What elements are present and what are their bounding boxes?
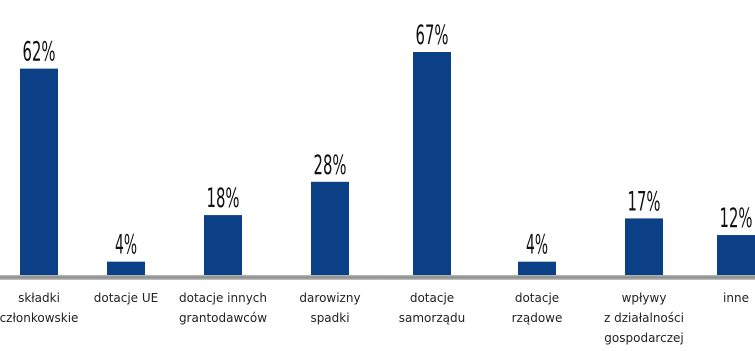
category-label-5-line-1: dotacje — [410, 291, 454, 305]
category-label-4-line-2: spadki — [310, 311, 349, 325]
value-label-4: 28% — [314, 150, 347, 181]
category-label-2-line-1: dotacje UE — [94, 291, 159, 305]
bars-layer — [20, 52, 755, 276]
category-label-7-line-1: wpływy — [622, 291, 667, 305]
bar-4 — [311, 181, 349, 275]
value-label-7: 17% — [628, 186, 661, 217]
category-label-3-line-1: dotacje innych — [179, 291, 267, 305]
value-label-2: 4% — [115, 230, 137, 261]
category-labels-layer: składki członkowskie dotacje UE dotacje inn… — [0, 291, 749, 345]
category-label-3-line-2: grantodawców — [179, 311, 267, 325]
category-label-7-line-3: gospodarczej — [604, 331, 683, 345]
value-labels-layer: 62% 4% 18% 28% 67% 4% 17% 12% — [23, 20, 753, 261]
category-label-6-line-1: dotacje — [515, 291, 559, 305]
chart-baseline — [0, 275, 755, 280]
bar-2 — [107, 261, 145, 275]
category-label-1-line-2: członkowskie — [0, 311, 78, 325]
category-label-8-line-1: inne — [723, 291, 749, 305]
bar-7 — [625, 218, 663, 275]
category-label-6-line-2: rządowe — [512, 311, 563, 325]
value-label-1: 62% — [23, 37, 56, 68]
category-label-1-line-1: składki — [18, 291, 60, 305]
bar-5 — [413, 52, 451, 275]
bar-8 — [717, 235, 755, 275]
value-label-5: 67% — [416, 20, 449, 51]
bar-1 — [20, 68, 58, 276]
bar-3 — [204, 215, 242, 275]
category-label-4-line-1: darowizny — [299, 291, 360, 305]
category-label-5-line-2: samorządu — [399, 311, 465, 325]
bar-6 — [518, 261, 556, 275]
value-label-3: 18% — [207, 183, 240, 214]
value-label-8: 12% — [720, 203, 753, 234]
value-label-6: 4% — [526, 230, 548, 261]
category-label-7-line-2: z działalności — [604, 311, 684, 325]
